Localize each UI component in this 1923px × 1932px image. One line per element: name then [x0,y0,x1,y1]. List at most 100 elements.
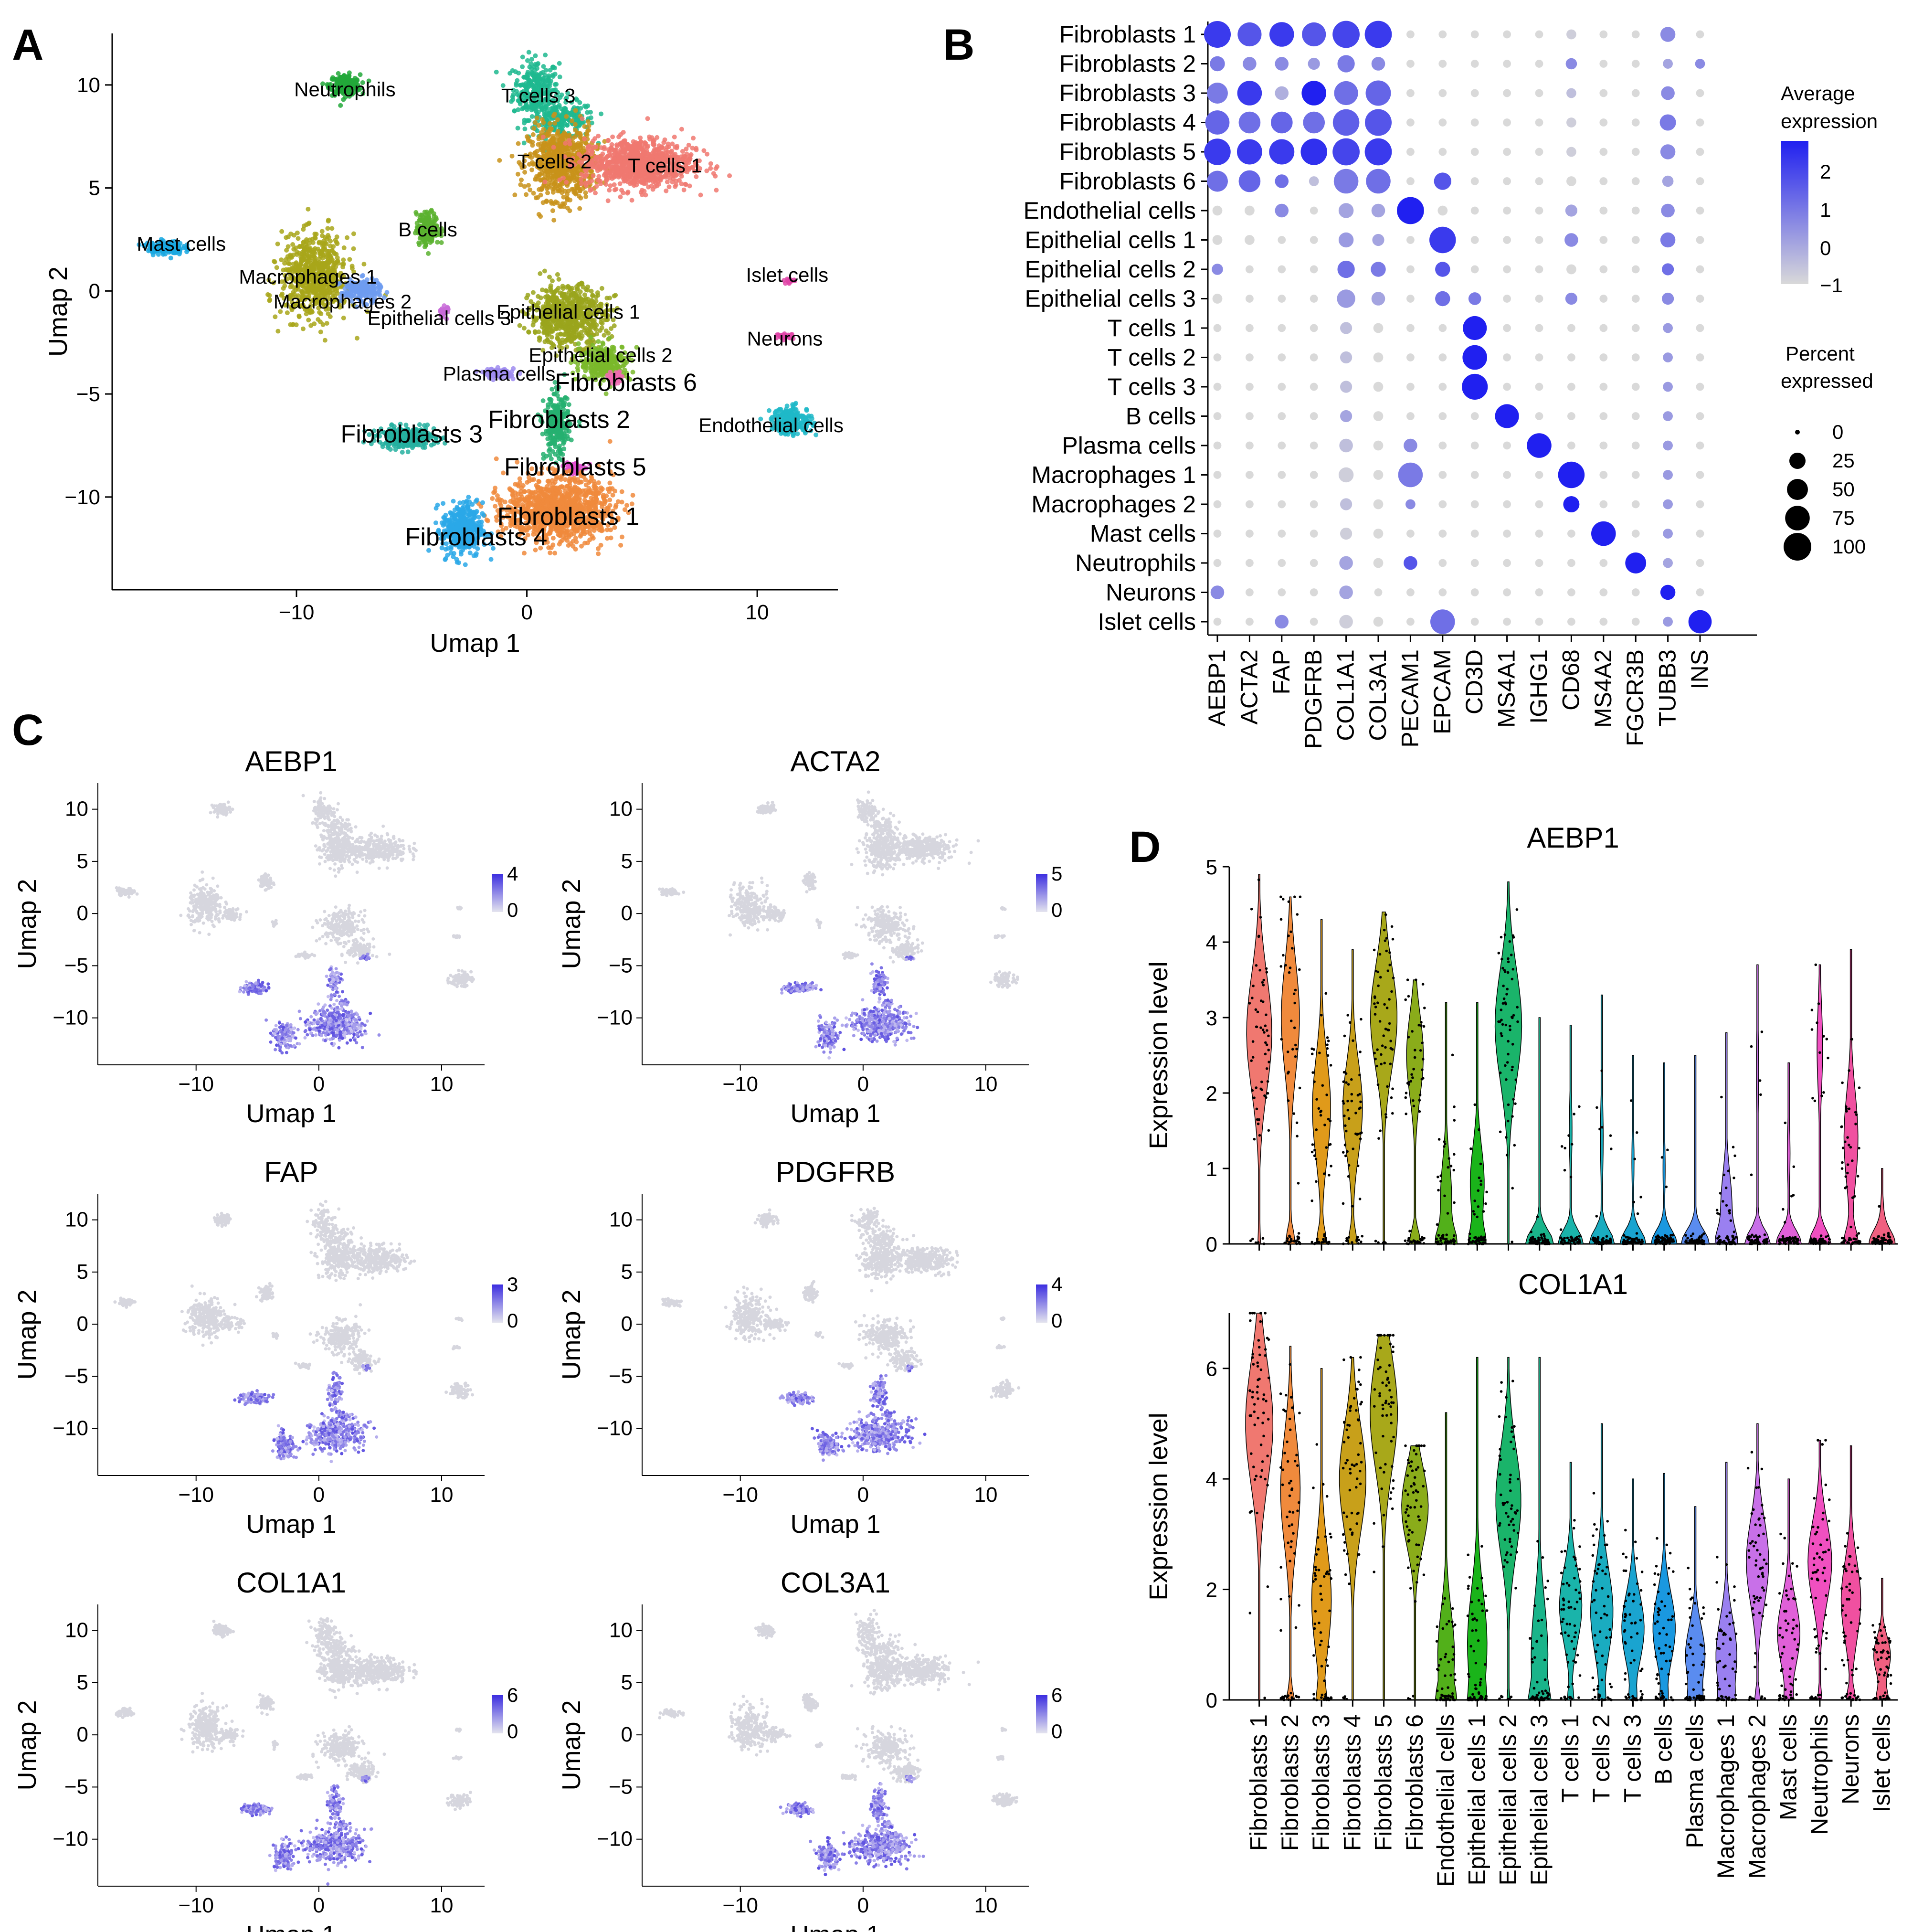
cell-point [555,98,560,104]
cell-point [304,222,309,227]
cell-point [698,192,703,198]
cell-point [622,172,627,178]
cell-point [625,190,631,195]
cell-point [308,323,314,328]
cell-point [621,190,626,195]
cell-point [529,56,535,62]
cell-point [555,272,560,277]
cell-point [616,170,621,176]
cell-point [619,140,624,146]
cell-point [548,325,553,330]
cell-point [554,325,559,330]
a-y-tick-label: 0 [89,279,100,303]
cell-point [525,105,530,110]
cell-point [549,289,554,295]
cell-point [588,323,593,328]
cell-point [540,287,545,293]
cell-point [615,159,620,165]
cell-point [632,179,637,184]
cell-point [574,174,580,180]
cell-point [557,61,562,66]
cell-point [543,84,548,89]
cell-point [304,237,309,242]
cell-point [550,329,555,334]
cell-point [526,183,531,188]
cell-point [538,271,543,276]
cell-point [555,335,560,340]
cell-point [586,123,592,128]
cell-point [618,194,623,200]
cell-point [301,227,306,232]
cell-point [606,138,611,143]
cell-point [546,133,551,138]
cell-point [497,158,502,163]
cell-point [329,248,335,254]
cell-point [563,100,569,105]
cell-point [546,101,551,106]
cell-point [591,173,596,179]
cell-point [320,233,325,238]
cell-point [526,50,531,55]
cell-point [727,173,732,178]
cell-point [546,95,551,100]
a-cell-points [137,50,819,567]
cell-point [627,181,633,186]
a-x-axis-label: Umap 1 [430,629,520,658]
cell-point [608,183,613,189]
cell-point [563,141,568,146]
cell-point [583,105,589,110]
cell-point [319,229,325,234]
cell-point [329,226,335,231]
cell-point [661,140,666,145]
cell-point [565,196,570,201]
cell-point [512,108,517,113]
cell-point [554,173,560,178]
cell-point [599,111,604,117]
cell-point [557,177,562,182]
cell-point [556,276,561,282]
cell-point [544,288,549,294]
cell-point [574,284,579,289]
cell-point [526,329,531,335]
cell-point [575,183,580,188]
cell-point [550,294,555,299]
cell-point [534,177,539,182]
cell-point [547,275,552,280]
panel-letter-c: C [12,706,43,754]
cell-point [529,114,535,119]
cell-point [550,64,555,70]
cell-point [509,153,515,159]
cell-point [338,103,343,108]
cell-point [543,323,548,328]
cell-point [302,246,307,251]
cell-point [549,278,555,284]
a-y-tick-label: 5 [89,177,100,200]
cell-point [518,83,523,88]
cell-point [530,290,536,295]
cell-point [525,75,530,80]
cell-point [540,134,546,139]
cell-point [545,330,550,335]
cell-point [516,141,521,146]
cell-point [621,162,626,167]
cell-point [569,176,574,181]
cell-point [560,284,565,289]
cell-point [651,142,656,147]
cell-point [528,187,533,192]
cell-point [604,296,610,301]
cell-point [553,107,559,113]
cell-point [554,93,559,98]
cell-point [559,92,564,97]
cell-point [520,64,525,69]
cell-point [766,408,771,413]
cell-point [674,145,679,150]
cell-point [351,246,356,251]
cell-point [704,168,709,173]
cell-point [569,187,574,192]
cell-point [513,69,518,74]
cell-point [664,188,669,193]
cell-point [318,329,323,335]
cell-point [578,131,583,136]
cell-point [691,136,696,141]
cell-point [602,146,607,151]
